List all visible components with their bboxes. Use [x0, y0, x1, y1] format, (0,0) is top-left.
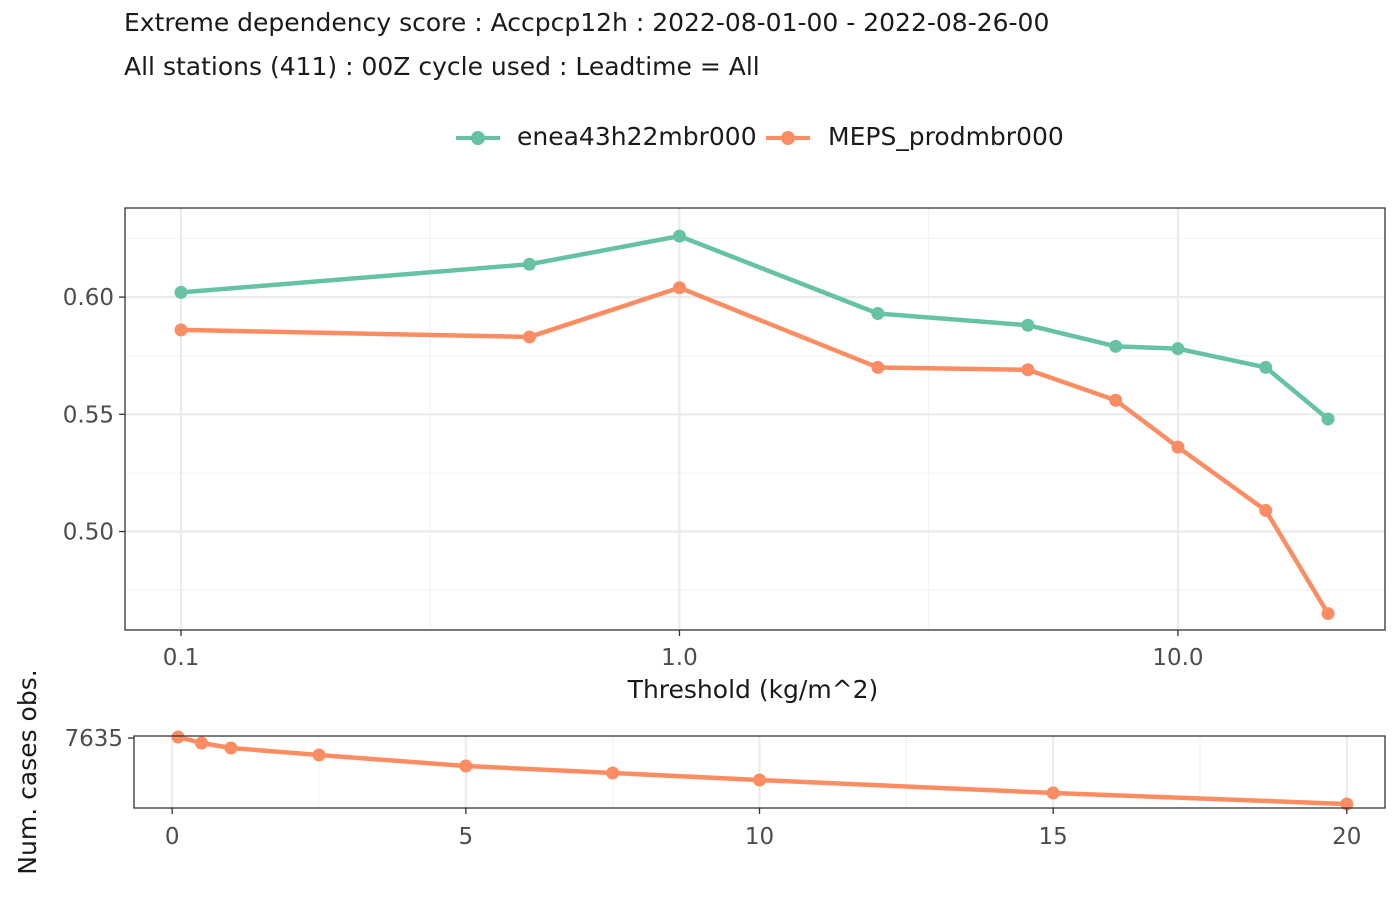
data-point-s1-2	[672, 281, 686, 295]
cases-point-3	[312, 748, 326, 762]
chart-subtitle: All stations (411) : 00Z cycle used : Le…	[124, 52, 760, 81]
x-tick-label: 10	[745, 824, 774, 850]
x-tick-label: 0.1	[163, 645, 200, 671]
y-axis-title: Num. cases obs.	[13, 669, 42, 874]
series-line-1	[178, 285, 1331, 616]
data-point-s0-8	[1321, 412, 1335, 426]
chart-title: Extreme dependency score : Accpcp12h : 2…	[124, 8, 1050, 37]
y-tick-label: 0.50	[63, 520, 114, 546]
legend-label-meps: MEPS_prodmbr000	[828, 122, 1064, 151]
legend-label-enea: enea43h22mbr000	[517, 122, 757, 151]
cases-point-8	[1340, 797, 1354, 811]
legend-key-meps	[766, 131, 810, 145]
cases-point-2	[224, 741, 238, 755]
x-tick-label: 5	[459, 824, 474, 850]
y-tick-label: 0.60	[63, 285, 114, 311]
cases-point-4	[459, 759, 473, 773]
data-point-s0-6	[1171, 342, 1185, 356]
data-point-s0-3	[871, 307, 885, 320]
cases-point-7	[1046, 786, 1060, 800]
cases-point-5	[606, 766, 620, 780]
data-point-s0-5	[1109, 339, 1123, 353]
x-axis-title: Threshold (kg/m^2)	[627, 675, 879, 704]
cases-line-0	[175, 734, 1350, 807]
data-point-s1-5	[1109, 393, 1123, 407]
series-line-0	[178, 233, 1331, 422]
data-point-s0-7	[1259, 360, 1273, 374]
x-tick-label: 1.0	[661, 645, 698, 671]
data-point-s0-4	[1021, 318, 1035, 332]
data-point-s1-4	[1021, 363, 1035, 377]
data-point-s1-3	[871, 360, 885, 374]
data-point-s0-0	[174, 285, 188, 299]
data-point-s1-6	[1171, 440, 1185, 454]
x-tick-label: 0	[165, 824, 180, 850]
data-point-s0-2	[672, 229, 686, 243]
data-point-s1-1	[522, 330, 536, 344]
data-point-s1-0	[174, 323, 188, 337]
y-tick-label: 7635	[64, 726, 123, 752]
data-point-s0-1	[522, 257, 536, 271]
data-point-s1-7	[1259, 503, 1273, 517]
cases-point-6	[753, 773, 766, 787]
y-tick-label: 0.55	[63, 402, 114, 428]
data-point-s1-8	[1321, 607, 1335, 621]
cases-point-0	[171, 730, 185, 744]
x-tick-label: 10.0	[1152, 645, 1203, 671]
legend-key-enea	[456, 131, 500, 145]
plot-panel	[124, 207, 1386, 631]
cases-point-1	[195, 736, 209, 750]
x-tick-label: 20	[1332, 824, 1361, 850]
x-tick-label: 15	[1039, 824, 1068, 850]
